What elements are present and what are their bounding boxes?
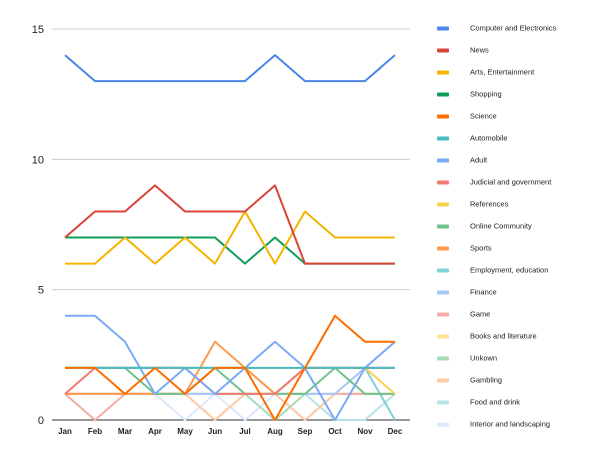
legend-label: Game [470,310,490,319]
legend-label: Employment, education [470,266,548,275]
legend-label: Computer and Electronics [470,24,557,33]
legend-item: Adult [437,156,488,165]
legend-label: Food and drink [470,398,520,407]
legend-swatch [437,422,449,427]
legend-item: Game [437,310,490,319]
legend-item: Unkown [437,354,497,363]
legend-label: Adult [470,156,488,165]
legend-label: Judicial and government [470,178,552,187]
legend-swatch [437,92,449,97]
legend-item: Science [437,112,497,121]
x-tick-label: Sep [298,427,313,436]
legend-item: Food and drink [437,398,520,407]
legend-swatch [437,378,449,383]
y-tick-label: 0 [38,415,44,427]
legend-item: Online Community [437,222,532,231]
series-line [65,210,395,265]
series-line [64,184,395,265]
legend-label: Unkown [470,354,497,363]
x-tick-label: Mar [118,427,132,436]
legend-item: References [437,200,509,209]
legend-swatch [437,312,449,317]
legend-item: Arts, Entertainment [437,68,535,77]
x-tick-label: Apr [148,427,162,436]
legend-swatch [437,26,449,31]
x-tick-label: Feb [88,427,102,436]
legend-swatch [437,48,449,53]
series-line [65,236,395,265]
legend-swatch [437,202,449,207]
legend-label: References [470,200,509,209]
legend-label: Gambling [470,376,502,385]
series-line [65,314,395,421]
x-tick-label: Nov [357,427,373,436]
legend-label: Arts, Entertainment [470,68,535,77]
legend-label: News [470,46,489,55]
series-line [65,314,396,421]
legend-label: Finance [470,288,497,297]
x-tick-label: Aug [267,427,283,436]
legend-swatch [437,268,449,273]
legend-item: Shopping [437,90,502,99]
legend-swatch [437,400,449,405]
legend-label: Interior and landscaping [470,420,550,429]
x-tick-label: Oct [328,427,342,436]
x-tick-label: Dec [388,427,403,436]
legend-swatch [437,334,449,339]
legend-item: Gambling [437,376,502,385]
legend-swatch [437,356,449,361]
x-axis-ticks: Jan Feb Mar Apr May Jun Jul Aug Sep Oct Nov Dec [58,427,403,436]
x-tick-label: May [177,427,193,436]
legend-swatch [437,290,449,295]
legend-item: Judicial and government [437,178,552,187]
legend-item: Sports [437,244,492,253]
legend-item: Employment, education [437,266,548,275]
legend-swatch [437,158,449,163]
legend-label: Science [470,112,497,121]
legend-swatch [437,70,449,75]
legend: Computer and Electronics News Arts, Entert… [437,24,557,429]
y-tick-label: 5 [38,285,44,297]
legend-swatch [437,114,449,119]
series-lines [64,54,396,421]
series-line [64,54,396,83]
x-tick-label: Jan [58,427,72,436]
legend-item: Computer and Electronics [437,24,557,33]
legend-swatch [437,224,449,229]
legend-item: Books and literature [437,332,537,341]
legend-item: Finance [437,288,497,297]
legend-swatch [437,136,449,141]
legend-label: Automobile [470,134,508,143]
x-tick-label: Jun [208,427,222,436]
legend-swatch [437,246,449,251]
legend-item: Interior and landscaping [437,420,550,429]
legend-label: Online Community [470,222,532,231]
legend-label: Sports [470,244,492,253]
x-tick-label: Jul [239,427,251,436]
legend-swatch [437,180,449,185]
legend-label: Shopping [470,90,502,99]
y-tick-label: 15 [32,24,44,36]
legend-label: Books and literature [470,332,537,341]
legend-item: Automobile [437,134,508,143]
y-axis-ticks: 0 5 10 15 [32,24,44,427]
legend-item: News [437,46,489,55]
series-line [65,392,395,421]
gridlines [52,28,410,421]
y-tick-label: 10 [32,154,44,166]
